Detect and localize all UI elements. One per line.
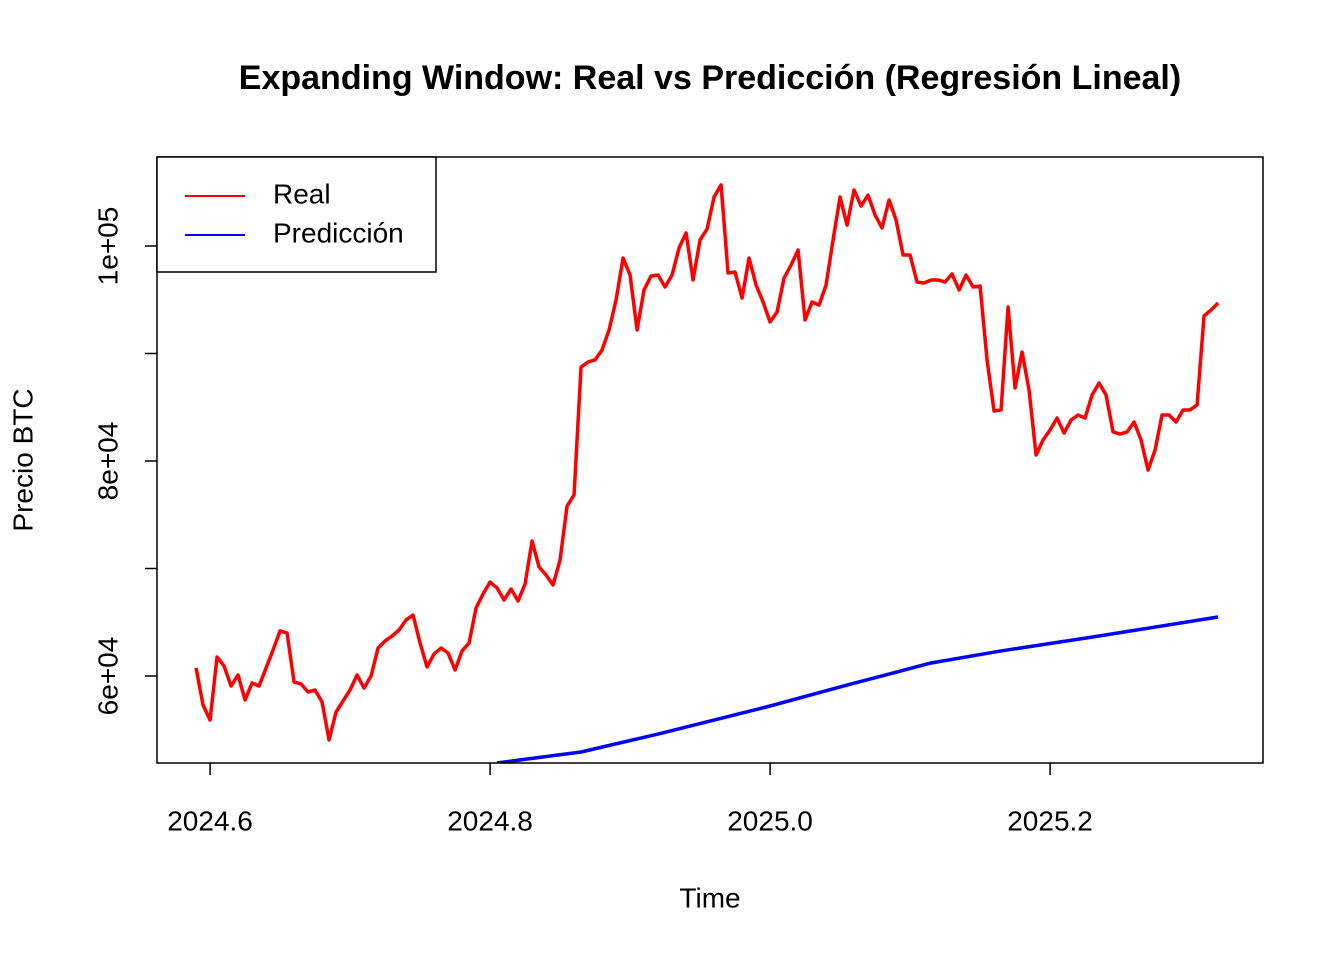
y-tick-label: 6e+04: [92, 637, 123, 716]
y-tick-label: 8e+04: [92, 422, 123, 501]
y-axis-title: Precio BTC: [7, 388, 38, 531]
x-tick-label: 2025.2: [1007, 805, 1093, 836]
chart-title: Expanding Window: Real vs Predicción (Re…: [239, 59, 1181, 97]
x-tick-label: 2025.0: [727, 805, 813, 836]
legend-label: Predicción: [273, 217, 404, 248]
plot-frame: [156, 156, 1264, 764]
x-axis-title: Time: [679, 882, 740, 913]
legend-box: [156, 156, 437, 273]
x-tick-label: 2024.8: [447, 805, 533, 836]
series-line: [496, 615, 1219, 763]
plot-area: [194, 183, 1220, 763]
x-tick-label: 2024.6: [167, 805, 253, 836]
legend-label: Real: [273, 178, 331, 209]
y-tick-label: 1e+05: [92, 207, 123, 286]
series-line: [194, 183, 1220, 742]
